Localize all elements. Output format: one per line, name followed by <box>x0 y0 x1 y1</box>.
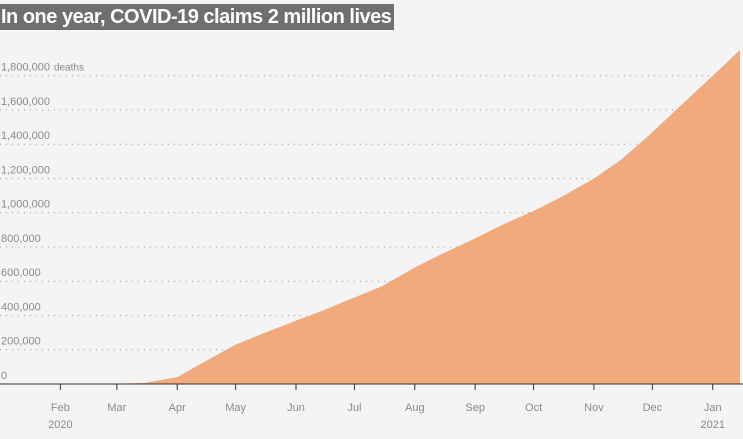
y-unit-label: deaths <box>54 63 84 74</box>
x-tick-label: May <box>225 402 246 414</box>
x-tick-label: Oct <box>525 402 542 414</box>
y-tick-label: 600,000 <box>1 267 41 279</box>
y-tick-label: 800,000 <box>1 233 41 245</box>
y-tick-label: 1,400,000 <box>1 130 50 142</box>
x-tick-label: Feb <box>51 402 70 414</box>
y-tick-label: 400,000 <box>1 301 41 313</box>
x-tick-label: Aug <box>405 402 425 414</box>
y-tick-label: 1,800,000 deaths <box>1 62 84 74</box>
x-axis: Feb 2020 Mar Apr May Jun Jul Aug Sep Oct Nov Dec Jan… <box>0 383 743 431</box>
y-tick-label: 200,000 <box>1 336 41 348</box>
y-axis-labels: 0 200,000 400,000 600,000 800,000 1,000,000 1,… <box>1 62 84 382</box>
x-tick-year: 2021 <box>700 419 724 431</box>
x-tick-label: Apr <box>169 402 186 414</box>
x-tick-label: Jan <box>704 402 722 414</box>
x-tick-label: Sep <box>465 402 485 414</box>
deaths-area <box>0 50 740 384</box>
series-area <box>0 50 740 384</box>
x-tick-year: 2020 <box>48 419 72 431</box>
x-tick-label: Jun <box>287 402 305 414</box>
y-tick-label: 1,600,000 <box>1 96 50 108</box>
y-tick-label: 0 <box>1 370 7 382</box>
chart-title: In one year, COVID-19 claims 2 million l… <box>0 4 395 30</box>
x-tick-label: Dec <box>643 402 663 414</box>
x-tick-label: Mar <box>107 402 126 414</box>
x-tick-label: Nov <box>584 402 604 414</box>
x-tick-label: Jul <box>347 402 361 414</box>
y-tick-label: 1,200,000 <box>1 164 50 176</box>
y-tick-label: 1,000,000 <box>1 199 50 211</box>
